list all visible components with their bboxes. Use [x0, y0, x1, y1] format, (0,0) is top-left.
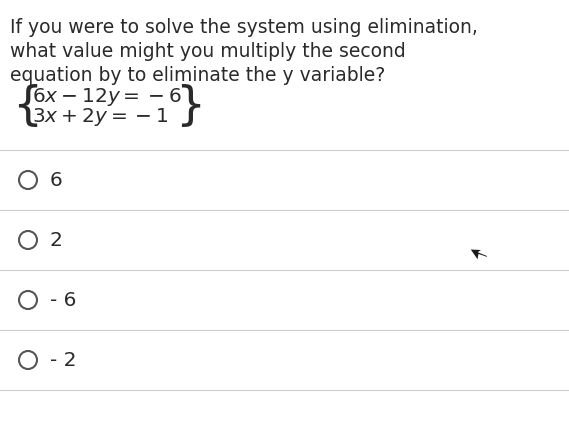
Text: $3x+2y=-1$: $3x+2y=-1$ [32, 106, 168, 128]
Text: equation by to eliminate the y variable?: equation by to eliminate the y variable? [10, 66, 385, 85]
Text: 2: 2 [50, 230, 63, 250]
Text: $6x-12y=-6$: $6x-12y=-6$ [32, 86, 182, 108]
Polygon shape [468, 248, 489, 263]
Text: - 6: - 6 [50, 290, 76, 309]
Text: - 2: - 2 [50, 350, 76, 369]
Text: 6: 6 [50, 170, 63, 190]
Text: If you were to solve the system using elimination,: If you were to solve the system using el… [10, 18, 478, 37]
Text: $\}$: $\}$ [175, 82, 201, 128]
Text: $\{$: $\{$ [12, 82, 38, 128]
Text: what value might you multiply the second: what value might you multiply the second [10, 42, 406, 61]
